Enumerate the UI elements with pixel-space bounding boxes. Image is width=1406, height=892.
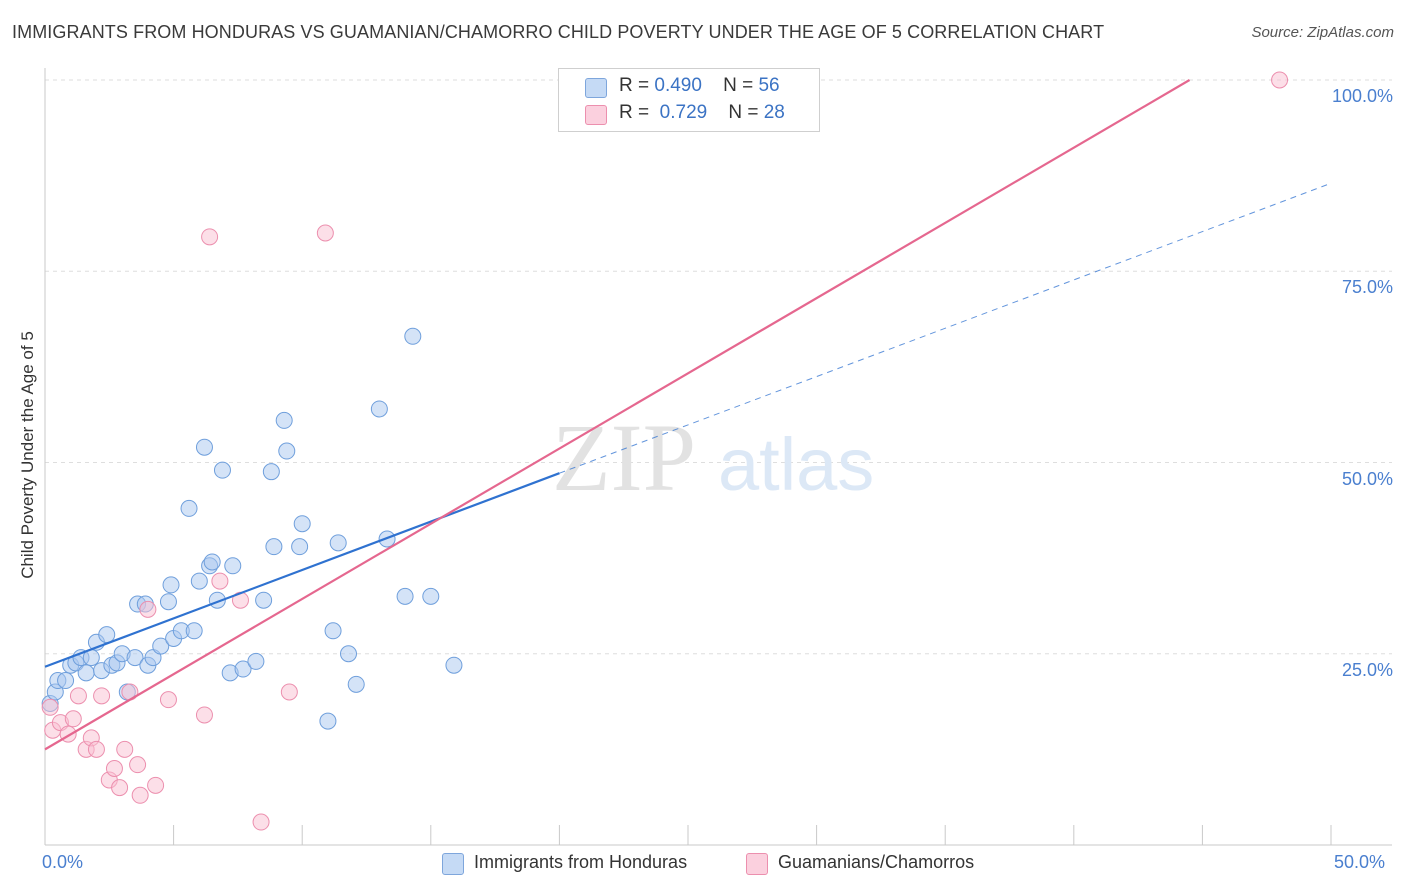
point-guamanian: [280, 683, 298, 701]
point-honduras: [329, 534, 347, 552]
point-honduras: [278, 442, 296, 460]
point-guamanian: [147, 776, 165, 794]
point-guamanian: [159, 691, 177, 709]
data-points: [41, 71, 1289, 831]
point-guamanian: [201, 228, 219, 246]
point-honduras: [195, 438, 213, 456]
gridlines: [45, 79, 1392, 655]
point-guamanian: [129, 756, 147, 774]
legend-n-value: 28: [763, 102, 785, 123]
y-tick-label: 100.0%: [1331, 86, 1393, 106]
point-honduras: [370, 400, 388, 418]
watermark-zip: ZIP: [552, 404, 696, 511]
point-honduras: [445, 656, 463, 674]
trend-line-honduras: [44, 472, 560, 668]
y-tick-label: 50.0%: [1341, 468, 1393, 489]
source-credit: Source: ZipAtlas.com: [1251, 24, 1394, 41]
point-honduras: [265, 538, 283, 556]
legend-swatch-honduras: [585, 78, 607, 98]
point-honduras: [126, 649, 144, 667]
point-guamanian: [316, 224, 334, 242]
point-guamanian: [69, 687, 87, 705]
trend-lines: [44, 79, 1332, 751]
axes: [44, 68, 1392, 846]
watermark: ZIP atlas: [552, 404, 874, 511]
point-guamanian: [93, 687, 111, 705]
point-honduras: [162, 576, 180, 594]
bottom-legend-label-honduras: Immigrants from Honduras: [474, 852, 688, 872]
point-guamanian: [1271, 71, 1289, 89]
point-guamanian: [139, 600, 157, 618]
point-honduras: [159, 593, 177, 611]
point-honduras: [224, 557, 242, 575]
legend-r-value: 0.729: [659, 102, 708, 123]
point-guamanian: [64, 710, 82, 728]
point-honduras: [404, 327, 422, 345]
point-guamanian: [111, 779, 129, 797]
point-honduras: [293, 515, 311, 533]
legend-swatch-guamanian: [585, 105, 607, 125]
y-tick-label: 25.0%: [1341, 659, 1393, 680]
point-honduras: [255, 591, 273, 609]
point-honduras: [77, 664, 95, 682]
point-honduras: [185, 622, 203, 640]
point-honduras: [57, 672, 75, 690]
x-tick-label-min: 0.0%: [42, 852, 84, 872]
point-honduras: [213, 461, 231, 479]
point-honduras: [291, 538, 309, 556]
point-guamanian: [131, 786, 149, 804]
chart-title: IMMIGRANTS FROM HONDURAS VS GUAMANIAN/CH…: [12, 22, 1105, 42]
legend-r-value: 0.490: [654, 75, 702, 96]
point-honduras: [275, 411, 293, 429]
bottom-legend-label-guamanian: Guamanians/Chamorros: [778, 852, 975, 872]
watermark-atlas: atlas: [718, 423, 874, 506]
point-honduras: [339, 645, 357, 663]
point-honduras: [422, 587, 440, 605]
point-honduras: [247, 652, 265, 670]
point-honduras: [152, 637, 170, 655]
bottom-legend-swatch-honduras: [442, 853, 464, 875]
legend-n-label: N =: [728, 102, 759, 123]
point-guamanian: [87, 740, 105, 758]
trend-line-guamanian: [44, 79, 1191, 751]
point-honduras: [319, 712, 337, 730]
point-honduras: [180, 499, 198, 517]
y-tick-label: 75.0%: [1341, 277, 1393, 298]
legend-n-label: N =: [723, 75, 754, 96]
point-guamanian: [195, 706, 213, 724]
point-guamanian: [116, 740, 134, 758]
point-honduras: [324, 622, 342, 640]
point-honduras: [98, 626, 116, 644]
legend-n-value: 56: [758, 75, 780, 96]
legend-r-label: R =: [619, 102, 650, 123]
point-guamanian: [41, 698, 59, 716]
point-honduras: [234, 660, 252, 678]
point-honduras: [190, 572, 208, 590]
point-honduras: [347, 675, 365, 693]
point-guamanian: [252, 813, 270, 831]
x-tick-label-max: 50.0%: [1334, 852, 1386, 872]
bottom-legend-swatch-guamanian: [746, 853, 768, 875]
legend-r-label: R =: [619, 75, 650, 96]
correlation-legend: R = 0.490 N = 56 R = 0.729 N = 28: [558, 68, 820, 132]
point-guamanian: [105, 760, 123, 777]
point-honduras: [203, 553, 221, 571]
point-guamanian: [211, 572, 229, 590]
point-honduras: [262, 463, 280, 481]
trend-line-honduras-extension: [559, 182, 1332, 474]
point-honduras: [396, 587, 414, 605]
y-axis-label: Child Poverty Under the Age of 5: [18, 331, 37, 579]
